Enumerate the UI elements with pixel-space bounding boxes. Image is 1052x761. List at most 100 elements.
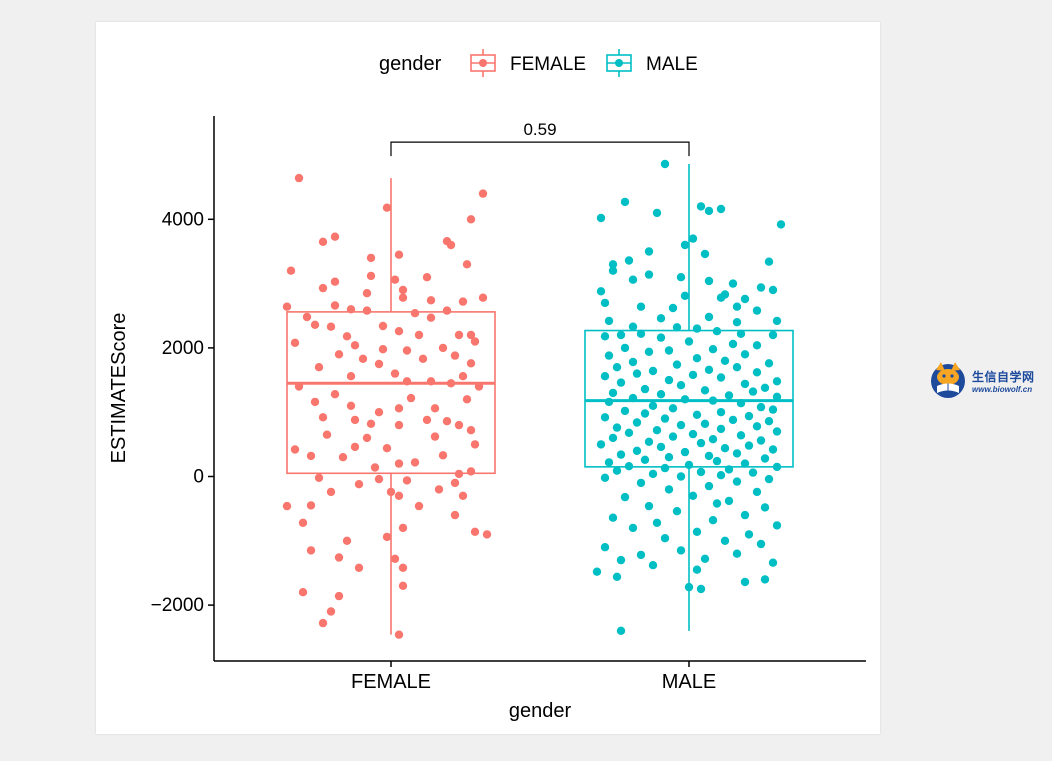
data-point: [398, 285, 408, 295]
data-point: [744, 411, 754, 421]
data-point: [668, 404, 678, 413]
data-point: [318, 237, 328, 246]
data-point: [322, 430, 332, 439]
x-axis-title: gender: [509, 700, 572, 722]
data-point: [604, 458, 614, 467]
data-point: [660, 414, 670, 423]
data-point: [688, 491, 698, 500]
data-point: [668, 432, 678, 441]
data-point: [470, 337, 480, 346]
data-point: [732, 449, 742, 458]
data-point: [326, 322, 336, 331]
data-point: [680, 240, 690, 250]
data-point: [330, 232, 340, 241]
data-point: [414, 501, 424, 511]
data-point: [636, 302, 646, 311]
data-point: [382, 532, 392, 542]
data-point: [306, 501, 316, 510]
data-point: [390, 554, 400, 563]
data-point: [740, 294, 750, 304]
data-point: [600, 372, 610, 381]
data-point: [366, 271, 376, 281]
data-point: [442, 306, 452, 315]
data-point: [656, 442, 666, 452]
data-point: [478, 293, 488, 302]
data-point: [366, 253, 376, 263]
data-point: [776, 220, 786, 229]
data-point: [310, 320, 320, 329]
data-point: [760, 503, 770, 512]
data-point: [318, 283, 328, 293]
box-iqr: [286, 311, 496, 475]
data-point: [290, 445, 300, 454]
data-point: [462, 260, 472, 269]
data-point: [680, 447, 690, 457]
data-point: [740, 577, 750, 587]
legend-title: gender: [379, 53, 442, 75]
data-point: [756, 402, 766, 412]
data-point: [636, 478, 646, 488]
data-point: [390, 275, 400, 284]
data-point: [672, 360, 682, 369]
data-point: [692, 354, 702, 363]
data-point: [692, 565, 702, 574]
data-point: [676, 273, 686, 282]
data-point: [628, 322, 638, 331]
boxplot-chart: 0.59 −2000 0 2000 4000 FEMALE MALE gender ES…: [108, 49, 866, 722]
data-point: [350, 415, 360, 425]
data-point: [458, 372, 468, 381]
data-point: [306, 546, 316, 555]
data-point: [366, 419, 376, 428]
data-point: [744, 530, 754, 539]
data-point: [704, 206, 714, 216]
watermark-text: 生信自学网: [972, 370, 1035, 384]
data-point: [716, 204, 726, 214]
data-point: [398, 563, 408, 572]
data-point: [636, 550, 646, 560]
data-point: [318, 413, 328, 422]
data-point: [680, 291, 690, 300]
data-point: [354, 480, 364, 489]
legend-entry-male: MALE: [606, 49, 698, 77]
data-point: [624, 428, 634, 437]
data-point: [616, 450, 626, 459]
data-point: [692, 410, 702, 419]
data-point: [648, 561, 658, 570]
data-point: [394, 491, 404, 500]
data-point: [402, 346, 412, 355]
data-point: [728, 339, 738, 349]
data-point: [466, 359, 476, 368]
data-point: [716, 471, 726, 480]
data-point: [478, 189, 488, 198]
data-point: [768, 330, 778, 340]
data-point: [632, 369, 642, 378]
data-point: [402, 476, 412, 485]
data-point: [644, 347, 654, 356]
data-point: [688, 234, 698, 243]
data-point: [684, 337, 694, 346]
data-point: [346, 372, 356, 381]
data-point: [676, 472, 686, 481]
data-point: [418, 354, 428, 363]
data-point: [676, 381, 686, 390]
data-point: [728, 415, 738, 425]
data-point: [318, 618, 328, 628]
data-point: [394, 404, 404, 413]
data-point: [724, 391, 734, 400]
data-point: [760, 383, 770, 392]
x-ticks: FEMALE MALE: [351, 661, 716, 693]
box-layer: [286, 164, 794, 635]
legend: gender FEMALE MALE: [379, 49, 698, 77]
data-point: [696, 467, 706, 477]
data-point: [708, 516, 718, 525]
y-tick-label: 4000: [162, 209, 204, 230]
data-point: [628, 523, 638, 533]
data-point: [390, 369, 400, 378]
data-point: [466, 330, 476, 340]
legend-label: FEMALE: [510, 54, 586, 75]
data-point: [660, 159, 670, 169]
data-point: [704, 312, 714, 322]
data-point: [620, 343, 630, 353]
data-point: [612, 466, 622, 475]
data-point: [748, 468, 758, 477]
